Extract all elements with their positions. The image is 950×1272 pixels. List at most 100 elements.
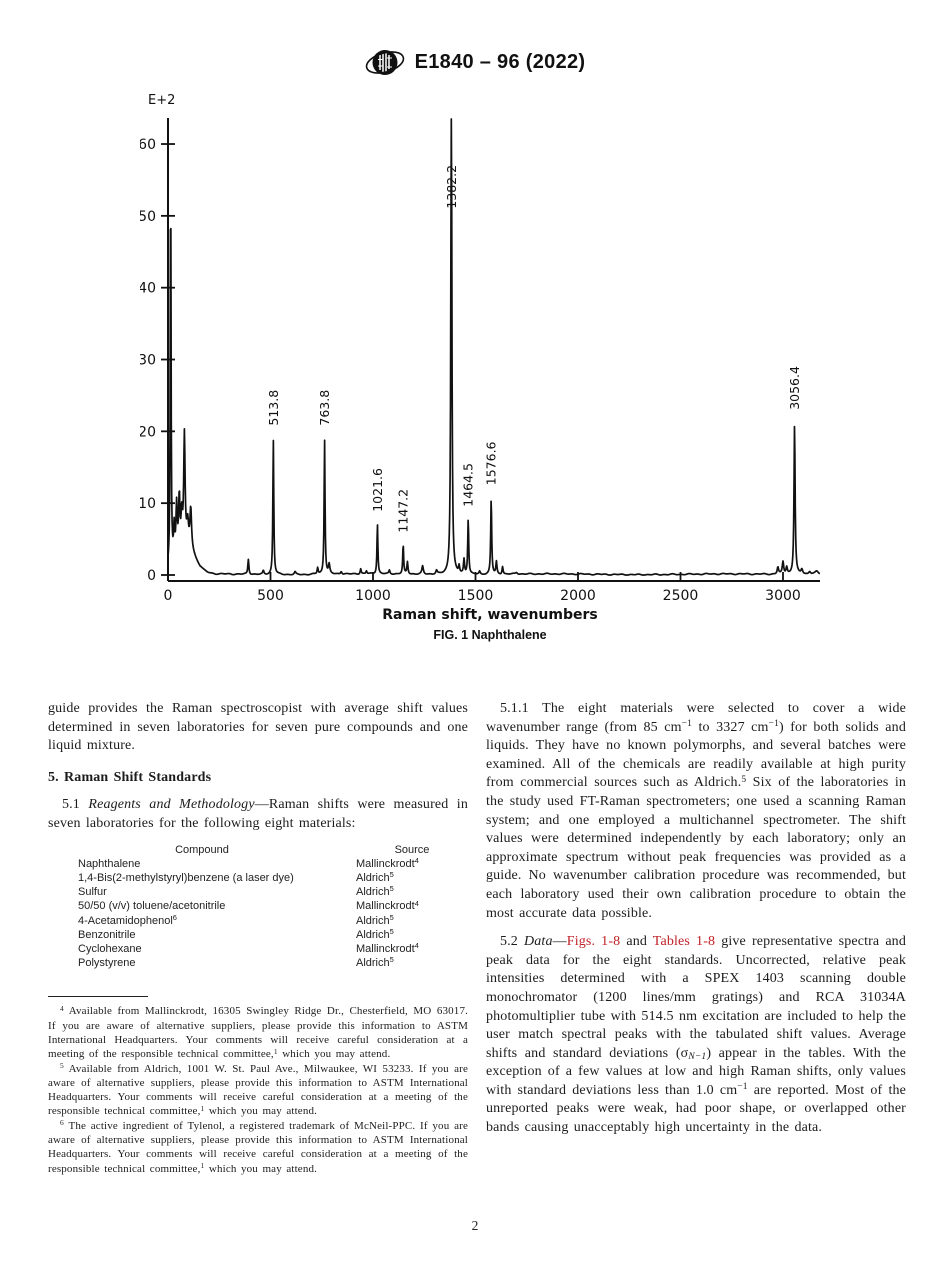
raman-spectrum-chart: 0 10 20 30 40 50 60 0 500 1000 1500 2000 2500 3000 E+2… — [140, 93, 821, 604]
figure-1: 0 10 20 30 40 50 60 0 500 1000 1500 2000 2500 3000 E+2… — [140, 88, 840, 642]
compound-cell: 50/50 (v/v) toluene/acetonitrile — [48, 899, 356, 913]
footnotes: 4 Available from Mallinckrodt, 16305 Swi… — [48, 1004, 468, 1176]
peak-label: 763.8 — [317, 390, 332, 426]
source-cell: Mallinckrodt4 — [356, 899, 468, 913]
text-run: Aldrich — [356, 957, 390, 970]
text-run: Polystyrene — [78, 957, 136, 970]
text-run: give representative spectra and peak dat… — [486, 934, 906, 1061]
text-run: 4 — [414, 898, 419, 908]
materials-table-header: Compound Source — [48, 843, 468, 857]
text-run: Mallinckrodt — [356, 900, 415, 913]
peak-label: 513.8 — [266, 390, 281, 426]
x-tick-label: 2000 — [560, 588, 596, 604]
cross-reference-link[interactable]: Figs. 1-8 — [566, 934, 621, 950]
text-run: 50/50 (v/v) toluene/acetonitrile — [78, 900, 226, 913]
text-run: −1 — [681, 718, 693, 729]
text-run: 1 — [273, 1046, 278, 1056]
text-run: to 3327 cm — [692, 719, 769, 735]
text-run: guide provides the Raman spectroscopist … — [48, 701, 468, 754]
text-run: Available from Aldrich, 1001 W. St. Paul… — [48, 1062, 468, 1118]
text-run: 4 — [60, 1003, 64, 1013]
text-run: ) appear in the tables. With the excepti… — [486, 1045, 906, 1098]
page-number: 2 — [471, 1218, 479, 1233]
text-run: and — [620, 934, 653, 950]
text-run: N−1 — [688, 1052, 707, 1063]
materials-table: Compound Source Naphthalene Mallinckrodt4… — [48, 843, 468, 971]
text-run: Available from Mallinckrodt, 16305 Swing… — [48, 1005, 468, 1061]
table-row: Polystyrene Aldrich5 — [48, 956, 468, 970]
text-run: Sulfur — [78, 886, 107, 899]
x-tick-label: 1000 — [355, 588, 391, 604]
y-tick-label: 30 — [140, 353, 156, 369]
source-cell: Aldrich5 — [356, 956, 468, 970]
peak-label: 1382.2 — [444, 165, 459, 209]
text-run: Aldrich — [356, 886, 390, 899]
table-row: 50/50 (v/v) toluene/acetonitrile Mallinck… — [48, 899, 468, 913]
compound-cell: Naphthalene — [48, 857, 356, 871]
x-tick-label: 2500 — [663, 588, 699, 604]
text-run: 5 — [389, 955, 394, 965]
text-run: 4-Acetamidophenol — [78, 914, 173, 927]
compound-cell: 4-Acetamidophenol6 — [48, 914, 356, 928]
footnote: 4 Available from Mallinckrodt, 16305 Swi… — [48, 1004, 468, 1061]
y-tick-label: 20 — [140, 424, 156, 440]
x-tick-label: 3000 — [765, 588, 801, 604]
table-row: Benzonitrile Aldrich5 — [48, 928, 468, 942]
table-header-source: Source — [394, 843, 430, 856]
text-run: which you may attend. — [204, 1162, 318, 1175]
document-code: E1840 – 96 (2022) — [414, 51, 586, 73]
x-tick-label: 0 — [164, 588, 173, 604]
source-cell: Aldrich5 — [356, 928, 468, 942]
text-run: −1 — [768, 718, 779, 729]
text-run: Aldrich — [356, 928, 390, 941]
text-run: The active ingredient of Tylenol, a regi… — [48, 1119, 468, 1175]
y-tick-label: 60 — [140, 137, 156, 153]
right-column: 5.1.1 The eight materials were selected … — [486, 700, 906, 1138]
paragraph-5-1: 5.1 Reagents and Methodology—Raman shift… — [48, 796, 468, 833]
text-run: Naphthalene — [78, 857, 141, 870]
text-run: 6 — [172, 912, 177, 922]
text-run: ) for both solids and liquids. They have… — [486, 719, 906, 791]
compound-cell: Polystyrene — [48, 956, 356, 970]
table-row: 4-Acetamidophenol6 Aldrich5 — [48, 914, 468, 928]
text-run: Mallinckrodt — [356, 857, 415, 870]
text-run: 1 — [200, 1103, 205, 1113]
text-run: 5.1 — [62, 797, 89, 813]
text-run: Cyclohexane — [78, 942, 142, 955]
peak-label: 1147.2 — [396, 489, 411, 533]
y-tick-label: 40 — [140, 281, 156, 297]
materials-table-body: Naphthalene Mallinckrodt4 1,4-Bis(2-methyl… — [48, 857, 468, 971]
footnote: 5 Available from Aldrich, 1001 W. St. Pa… — [48, 1062, 468, 1119]
y-axis-exponent-label: E+2 — [148, 93, 175, 108]
source-cell: Aldrich5 — [356, 914, 468, 928]
paragraph-intro: guide provides the Raman spectroscopist … — [48, 700, 468, 756]
x-tick-label: 500 — [257, 588, 284, 604]
text-run: Six of the laboratories in the study use… — [486, 775, 907, 921]
cross-reference-link[interactable]: Tables 1-8 — [652, 934, 716, 950]
y-tick-label: 50 — [140, 209, 156, 225]
text-run: Benzonitrile — [78, 928, 136, 941]
compound-cell: Cyclohexane — [48, 942, 356, 956]
chart-x-axis-title: Raman shift, wavenumbers — [382, 607, 598, 623]
figure-caption: FIG. 1 Naphthalene — [433, 628, 547, 642]
y-tick-label: 10 — [140, 496, 156, 512]
text-run: —Raman shifts were measured in seven lab… — [48, 797, 468, 831]
table-row: Naphthalene Mallinckrodt4 — [48, 857, 468, 871]
text-run: which you may attend. — [277, 1048, 391, 1061]
text-run: 5 — [389, 927, 394, 937]
compound-cell: Benzonitrile — [48, 928, 356, 942]
text-run: Mallinckrodt — [356, 942, 415, 955]
table-row: Cyclohexane Mallinckrodt4 — [48, 942, 468, 956]
compound-cell: 1,4-Bis(2-methylstyryl)benzene (a laser … — [48, 871, 356, 885]
text-run: 5 — [389, 884, 394, 894]
astm-logo-icon — [365, 50, 404, 75]
text-run: Data — [524, 934, 553, 950]
text-run: 5.1.1 The eight materials were selected … — [486, 701, 906, 735]
text-run: 4 — [414, 856, 419, 866]
footnote-separator — [48, 996, 148, 998]
source-cell: Mallinckrodt4 — [356, 942, 468, 956]
text-run: are reported. Most of the unreported pea… — [486, 1082, 906, 1136]
text-run: 4 — [414, 941, 419, 951]
peak-label: 1021.6 — [370, 468, 385, 512]
